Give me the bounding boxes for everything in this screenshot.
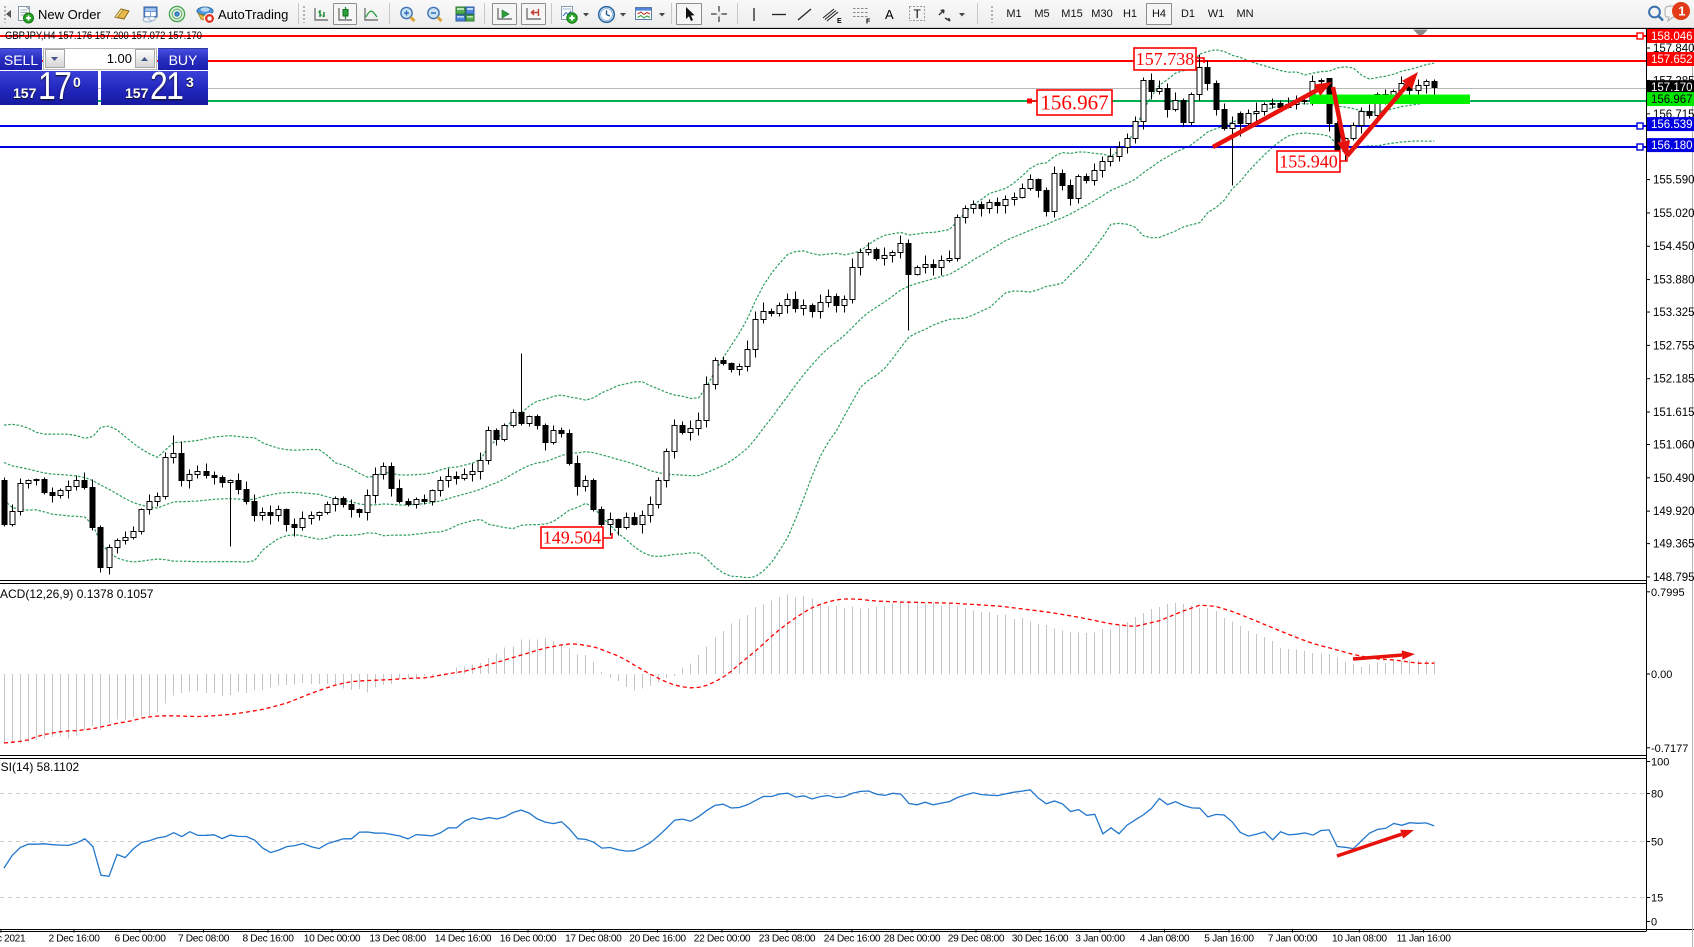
svg-text:E: E [837, 18, 842, 24]
svg-text:156.180: 156.180 [1651, 140, 1693, 152]
svg-text:153.325: 153.325 [1653, 307, 1694, 319]
svg-text:4 Jan 08:00: 4 Jan 08:00 [1140, 934, 1190, 945]
svg-text:15: 15 [1651, 893, 1663, 905]
svg-text:MACD(12,26,9) 0.1378 0.1057: MACD(12,26,9) 0.1378 0.1057 [0, 587, 154, 601]
svg-text:-0.7177: -0.7177 [1651, 743, 1688, 755]
svg-text:22 Dec 00:00: 22 Dec 00:00 [694, 934, 751, 945]
svg-text:F: F [866, 18, 871, 24]
svg-text:RSI(14) 58.1102: RSI(14) 58.1102 [0, 760, 79, 774]
svg-text:157.652: 157.652 [1651, 54, 1693, 66]
svg-text:151.060: 151.060 [1653, 440, 1694, 452]
svg-text:149.920: 149.920 [1653, 506, 1694, 518]
svg-text:20 Dec 16:00: 20 Dec 16:00 [629, 934, 686, 945]
svg-text:157.170: 157.170 [1651, 82, 1693, 94]
svg-text:152.755: 152.755 [1653, 340, 1694, 352]
svg-text:148.795: 148.795 [1653, 572, 1694, 584]
svg-text:1: 1 [1678, 4, 1685, 19]
svg-text:0.7995: 0.7995 [1651, 587, 1685, 599]
svg-text:149.504: 149.504 [543, 528, 602, 548]
svg-text:156.539: 156.539 [1651, 119, 1693, 131]
svg-text:156.967: 156.967 [1040, 91, 1108, 115]
svg-text:3 Jan 00:00: 3 Jan 00:00 [1075, 934, 1125, 945]
svg-text:155.020: 155.020 [1653, 208, 1694, 220]
svg-text:8 Dec 16:00: 8 Dec 16:00 [242, 934, 294, 945]
svg-text:24 Dec 16:00: 24 Dec 16:00 [824, 934, 881, 945]
svg-text:28 Dec 00:00: 28 Dec 00:00 [884, 934, 941, 945]
svg-text:7 Jan 00:00: 7 Jan 00:00 [1268, 934, 1318, 945]
svg-text:80: 80 [1651, 789, 1663, 801]
svg-text:0: 0 [1651, 917, 1657, 929]
svg-text:11 Jan 16:00: 11 Jan 16:00 [1397, 934, 1452, 945]
svg-text:100: 100 [1651, 757, 1669, 769]
svg-text:2 Dec 16:00: 2 Dec 16:00 [48, 934, 100, 945]
svg-text:149.365: 149.365 [1653, 539, 1694, 551]
svg-text:155.940: 155.940 [1279, 152, 1338, 172]
svg-text:6 Dec 00:00: 6 Dec 00:00 [114, 934, 166, 945]
svg-text:10 Jan 08:00: 10 Jan 08:00 [1332, 934, 1387, 945]
svg-text:7 Dec 08:00: 7 Dec 08:00 [178, 934, 230, 945]
svg-text:A: A [885, 7, 894, 22]
svg-text:156.967: 156.967 [1651, 94, 1693, 106]
svg-text:150.490: 150.490 [1653, 473, 1694, 485]
svg-text:151.615: 151.615 [1653, 407, 1694, 419]
svg-text:13 Dec 08:00: 13 Dec 08:00 [369, 934, 426, 945]
svg-text:1 Dec 2021: 1 Dec 2021 [0, 934, 26, 945]
svg-text:152.185: 152.185 [1653, 374, 1694, 386]
svg-text:155.590: 155.590 [1653, 175, 1694, 187]
svg-text:16 Dec 00:00: 16 Dec 00:00 [500, 934, 557, 945]
svg-text:158.046: 158.046 [1651, 31, 1693, 43]
svg-text:153.880: 153.880 [1653, 275, 1694, 287]
svg-text:50: 50 [1651, 837, 1663, 849]
svg-text:23 Dec 08:00: 23 Dec 08:00 [759, 934, 816, 945]
svg-text:10 Dec 00:00: 10 Dec 00:00 [304, 934, 361, 945]
svg-text:29 Dec 08:00: 29 Dec 08:00 [948, 934, 1005, 945]
svg-text:154.450: 154.450 [1653, 241, 1694, 253]
svg-text:30 Dec 16:00: 30 Dec 16:00 [1012, 934, 1069, 945]
svg-text:5 Jan 16:00: 5 Jan 16:00 [1204, 934, 1254, 945]
svg-text:157.738: 157.738 [1136, 49, 1195, 69]
svg-text:17 Dec 08:00: 17 Dec 08:00 [565, 934, 622, 945]
svg-text:T: T [913, 7, 921, 21]
svg-text:GBPJPY,H4 157.176 157.200 157: GBPJPY,H4 157.176 157.200 157.072 157.17… [5, 30, 202, 42]
svg-text:0.00: 0.00 [1651, 669, 1672, 681]
svg-text:14 Dec 16:00: 14 Dec 16:00 [435, 934, 492, 945]
